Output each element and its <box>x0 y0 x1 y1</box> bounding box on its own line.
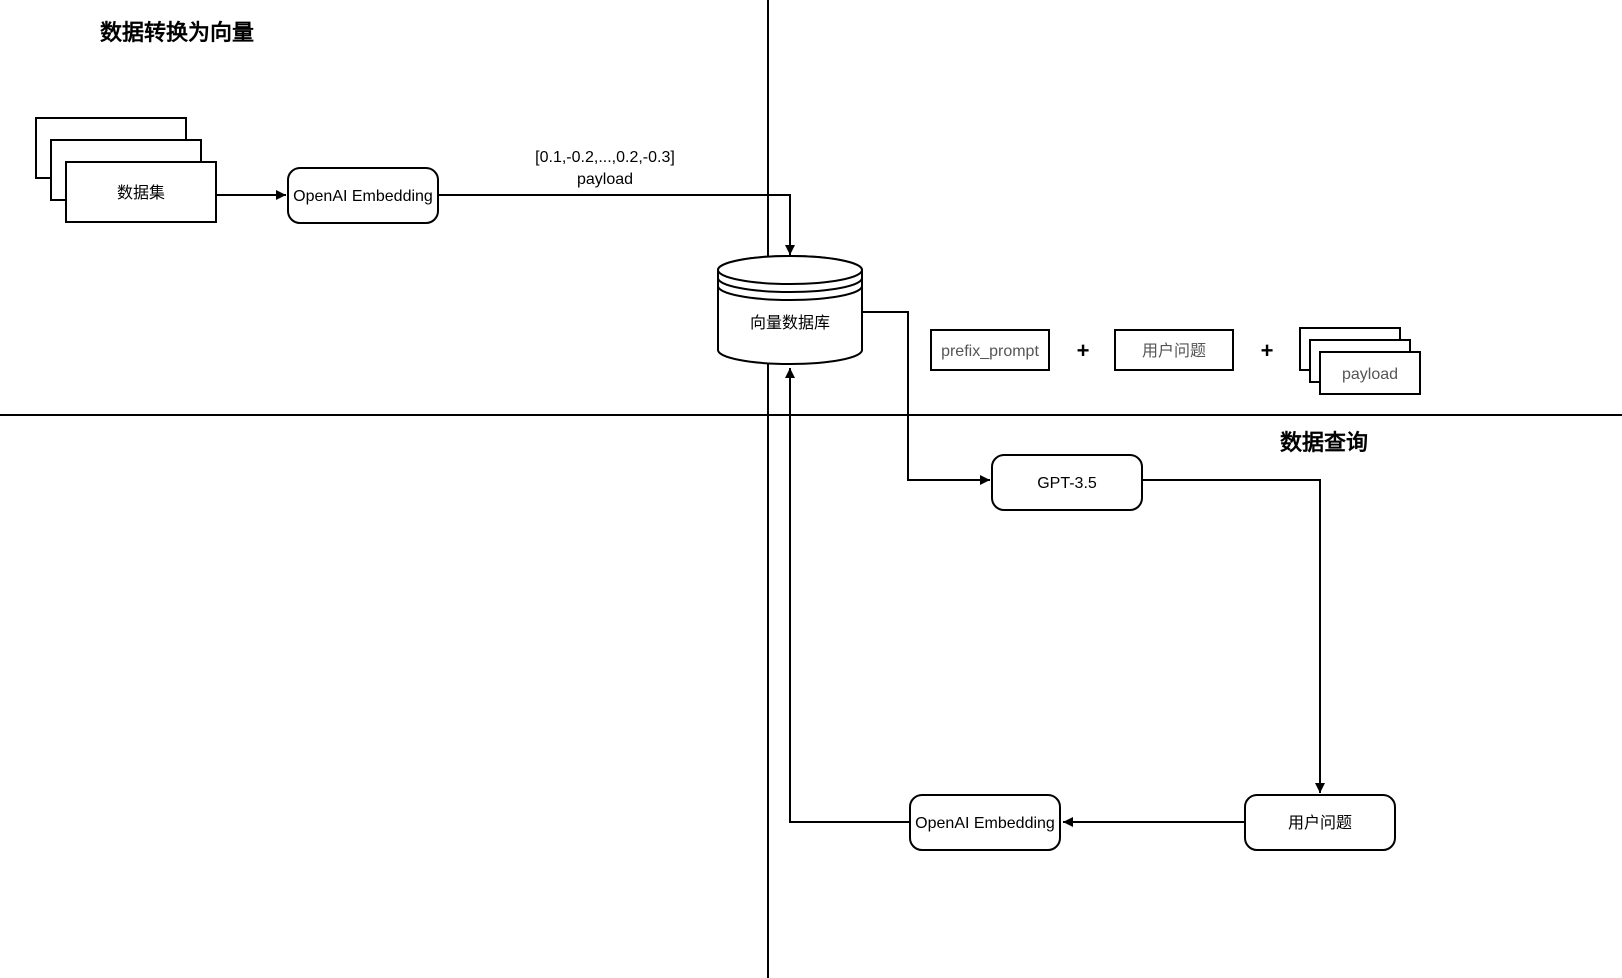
plus-2: + <box>1261 338 1274 363</box>
openai-embedding-top: OpenAI Embedding <box>288 168 438 223</box>
openai-embedding-bottom: OpenAI Embedding <box>910 795 1060 850</box>
user-question-box-top: 用户问题 <box>1115 330 1233 370</box>
user-question-bottom-label: 用户问题 <box>1288 814 1352 832</box>
plus-1: + <box>1077 338 1090 363</box>
dataset-label: 数据集 <box>117 184 165 202</box>
prefix-prompt-label: prefix_prompt <box>941 343 1039 360</box>
edge-embedding-to-db <box>438 195 790 255</box>
gpt35-label: GPT-3.5 <box>1037 475 1097 492</box>
user-question-bottom: 用户问题 <box>1245 795 1395 850</box>
edge-embedding2-to-db <box>790 368 910 822</box>
section-title-right: 数据查询 <box>1280 430 1368 455</box>
payload-stack: payload <box>1300 328 1420 394</box>
dataset-stack: 数据集 <box>36 118 216 222</box>
prefix-prompt-box: prefix_prompt <box>931 330 1049 370</box>
edge-label-vector: [0.1,-0.2,...,0.2,-0.3] <box>535 149 675 166</box>
edge-label-payload: payload <box>577 171 633 188</box>
openai-embedding-top-label: OpenAI Embedding <box>293 188 433 205</box>
vector-db-label: 向量数据库 <box>750 314 830 332</box>
openai-embedding-bottom-label: OpenAI Embedding <box>915 815 1055 832</box>
payload-stack-label: payload <box>1342 366 1398 383</box>
section-title-top-left: 数据转换为向量 <box>100 20 254 45</box>
edge-gpt-to-userq <box>1142 480 1320 793</box>
diagram-canvas: 数据转换为向量 数据查询 数据集 OpenAI Embedding [0.1,-… <box>0 0 1622 978</box>
gpt35-box: GPT-3.5 <box>992 455 1142 510</box>
user-question-top-label: 用户问题 <box>1142 342 1206 360</box>
vector-db: 向量数据库 <box>718 256 862 364</box>
